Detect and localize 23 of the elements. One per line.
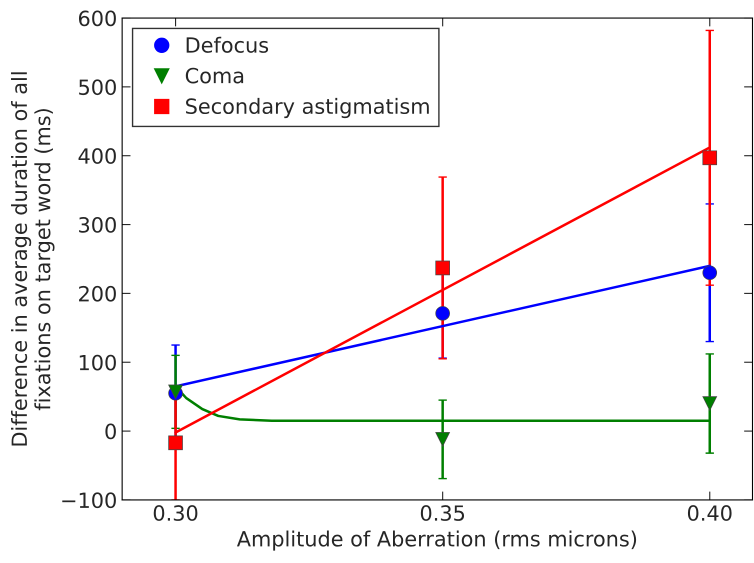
x-tick-label: 0.40 (688, 505, 732, 521)
point (435, 306, 450, 321)
y-tick-label: −100 (62, 492, 116, 508)
x-axis-title: Amplitude of Aberration (rms microns) (236, 530, 636, 551)
y-tick-label: 100 (80, 354, 116, 370)
x-tick-label: 0.30 (154, 505, 198, 521)
y-axis-title: Difference in average duration of all fixations on target word (ms) (11, 72, 55, 446)
point (168, 436, 183, 450)
y-tick-label: 0 (105, 424, 116, 440)
y-tick-label: 300 (79, 217, 116, 233)
point (702, 150, 718, 166)
point (702, 265, 718, 280)
point (435, 432, 450, 447)
point (435, 260, 450, 276)
y-tick-label: 400 (78, 148, 116, 164)
legend-label: Coma (186, 68, 244, 84)
legend-label: Defocus (186, 36, 268, 53)
point (702, 396, 718, 411)
y-tick-label: 600 (78, 10, 116, 26)
x-tick-label: 0.35 (420, 505, 464, 521)
y-tick-label: 200 (79, 286, 116, 302)
y-tick-label: 500 (79, 79, 116, 96)
legend-label: Secondary astigmatism (186, 98, 429, 118)
